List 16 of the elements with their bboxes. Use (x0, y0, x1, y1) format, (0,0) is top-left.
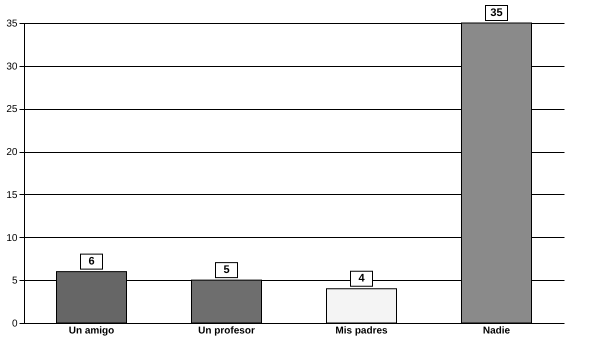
data-label: 35 (490, 7, 503, 19)
x-tick-label: Nadie (482, 326, 511, 336)
y-tick-label: 20 (6, 147, 18, 158)
data-label: 4 (358, 272, 366, 285)
y-tick-label: 30 (6, 61, 18, 72)
data-label: 6 (88, 256, 95, 268)
y-tick-label: 25 (6, 104, 18, 116)
y-tick-label: 0 (12, 318, 18, 330)
y-tick-label: 15 (6, 190, 18, 201)
x-tick-label: Mis padres (335, 326, 388, 336)
x-tick-label: Un amigo (68, 326, 114, 336)
data-label: 5 (223, 264, 230, 276)
y-tick-label: 35 (6, 18, 18, 30)
y-tick-label: 5 (12, 276, 18, 287)
y-tick-label: 10 (6, 232, 18, 244)
x-tick-label: Un profesor (198, 326, 255, 336)
